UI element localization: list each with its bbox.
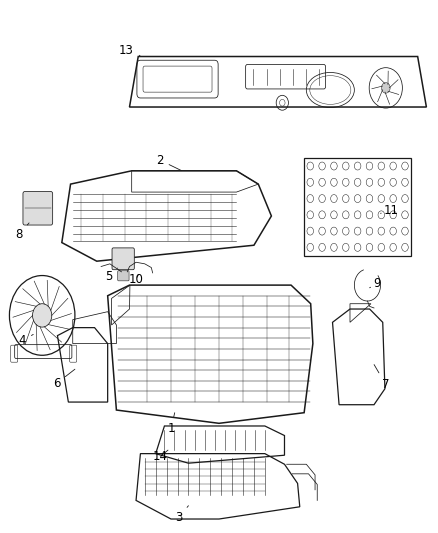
Text: 10: 10: [129, 273, 144, 286]
Text: 2: 2: [156, 154, 182, 171]
Text: 11: 11: [381, 204, 399, 217]
Text: 5: 5: [105, 268, 118, 282]
Text: 1: 1: [167, 413, 175, 435]
Text: 9: 9: [370, 277, 381, 290]
Text: 7: 7: [374, 365, 389, 391]
FancyBboxPatch shape: [112, 248, 134, 270]
Text: 13: 13: [119, 44, 140, 57]
FancyBboxPatch shape: [118, 271, 129, 281]
Text: 6: 6: [53, 369, 75, 390]
FancyBboxPatch shape: [23, 191, 53, 225]
Circle shape: [32, 304, 52, 327]
Text: 8: 8: [15, 223, 29, 241]
Text: 14: 14: [152, 450, 168, 463]
Circle shape: [381, 83, 390, 93]
Text: 4: 4: [19, 334, 33, 348]
Text: 3: 3: [175, 506, 188, 524]
